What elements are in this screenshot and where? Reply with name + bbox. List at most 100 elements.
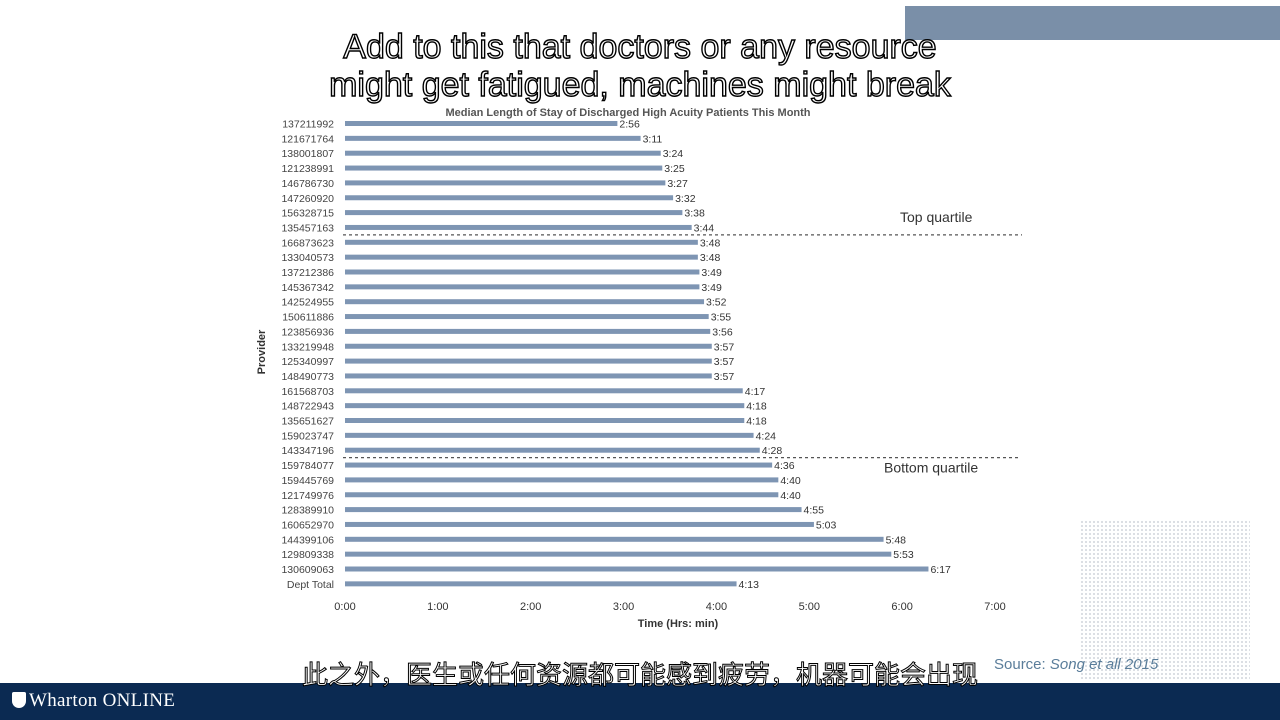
bar	[345, 284, 700, 290]
chinese-caption: 此之外，医生或任何资源都可能感到疲劳，机器可能会出现	[301, 661, 978, 692]
category-label: 146786730	[281, 178, 334, 190]
bar	[345, 224, 692, 230]
bar	[345, 418, 745, 423]
header-accent-box	[905, 6, 1280, 40]
category-label: 150611886	[282, 312, 334, 324]
category-label: 137212386	[281, 267, 334, 279]
bar	[345, 210, 683, 216]
x-axis-title: Time (Hrs: min)	[638, 618, 719, 630]
category-label: 143347196	[281, 445, 334, 457]
data-label: 2:56	[619, 119, 640, 131]
data-label: 5:48	[886, 534, 907, 546]
bar	[345, 566, 929, 572]
category-label: 129809338	[281, 549, 334, 561]
bar	[345, 581, 737, 587]
data-label: 3:25	[664, 163, 685, 175]
bar	[345, 239, 698, 245]
data-label: 5:53	[893, 549, 914, 561]
category-label: 125340997	[281, 356, 334, 368]
x-tick-label: 0:00	[334, 601, 355, 613]
bar	[345, 180, 666, 186]
data-label: 4:40	[780, 475, 801, 487]
data-label: 3:49	[701, 282, 722, 294]
bar	[345, 536, 884, 542]
x-tick-label: 2:00	[520, 601, 541, 613]
category-label: 166873623	[281, 237, 334, 249]
data-label: 4:55	[804, 505, 825, 517]
decorative-dot-pattern	[1080, 520, 1250, 680]
quartile-annotation: Top quartile	[900, 209, 973, 225]
footer-brand-text: Wharton ONLINE	[29, 690, 176, 711]
category-label: 121671764	[281, 133, 334, 145]
category-label: 161568703	[281, 386, 334, 398]
x-tick-label: 3:00	[613, 601, 634, 613]
data-label: 3:55	[711, 312, 732, 324]
bar	[345, 328, 711, 334]
category-label: 148490773	[281, 371, 334, 383]
data-label: 4:18	[746, 401, 767, 413]
data-label: 3:57	[714, 341, 735, 353]
category-label: 135651627	[281, 416, 334, 428]
bar	[345, 358, 712, 364]
bar	[345, 195, 674, 201]
data-label: 3:57	[714, 356, 735, 368]
wharton-online-logo: Wharton ONLINE	[12, 690, 175, 712]
category-label: 123856936	[281, 326, 334, 338]
category-label: 145367342	[281, 282, 334, 294]
bar	[345, 477, 779, 483]
category-label: 135457163	[281, 222, 334, 234]
bar	[345, 373, 712, 379]
x-tick-label: 7:00	[984, 601, 1005, 613]
bar	[345, 269, 700, 275]
category-label: 138001807	[281, 148, 334, 160]
data-label: 3:44	[694, 222, 715, 234]
x-tick-label: 5:00	[799, 601, 820, 613]
bar	[345, 507, 802, 513]
category-label: 147260920	[281, 193, 334, 205]
data-label: 3:38	[684, 208, 705, 220]
data-label: 4:28	[762, 445, 783, 457]
data-label: 4:18	[746, 416, 767, 428]
bar	[345, 150, 661, 156]
category-label: 121238991	[281, 163, 334, 175]
bar	[345, 403, 745, 409]
data-label: 3:27	[667, 178, 688, 190]
data-label: 4:24	[756, 430, 777, 442]
x-tick-label: 1:00	[427, 601, 448, 613]
bar	[345, 551, 892, 557]
data-label: 3:11	[643, 133, 663, 145]
bar	[345, 462, 773, 468]
bar	[345, 521, 814, 527]
bar	[345, 314, 709, 320]
bar	[345, 121, 618, 126]
category-label: 142524955	[281, 297, 334, 309]
footer-bar	[0, 683, 1280, 720]
category-label: 148722943	[281, 401, 334, 413]
category-label: 156328715	[281, 208, 334, 220]
category-label: Dept Total	[287, 579, 334, 591]
bar	[345, 388, 743, 394]
category-label: 133219948	[281, 341, 334, 353]
category-label: 144399106	[281, 534, 334, 546]
quartile-annotation: Bottom quartile	[884, 460, 978, 476]
category-label: 159784077	[281, 460, 334, 472]
category-label: 130609063	[281, 564, 334, 576]
bar	[345, 432, 754, 438]
data-label: 3:49	[701, 267, 722, 279]
bar	[345, 299, 705, 305]
source-reference: Song et all 2015	[1049, 656, 1159, 673]
data-label: 3:52	[706, 297, 727, 309]
chart-title: Median Length of Stay of Discharged High…	[445, 107, 810, 119]
category-label: 160652970	[281, 519, 334, 531]
data-label: 6:17	[930, 564, 951, 576]
bars-layer: 137211992 2:56 121671764 3:11 138001807 3:24 1…	[281, 119, 1022, 613]
category-label: 133040573	[281, 252, 334, 264]
y-axis-title: Provider	[256, 329, 268, 374]
bar	[345, 447, 760, 453]
english-caption-line-2: might get fatigued, machines might break	[328, 65, 951, 104]
wharton-shield-icon	[12, 692, 26, 708]
x-tick-label: 4:00	[706, 601, 727, 613]
bar	[345, 135, 641, 141]
